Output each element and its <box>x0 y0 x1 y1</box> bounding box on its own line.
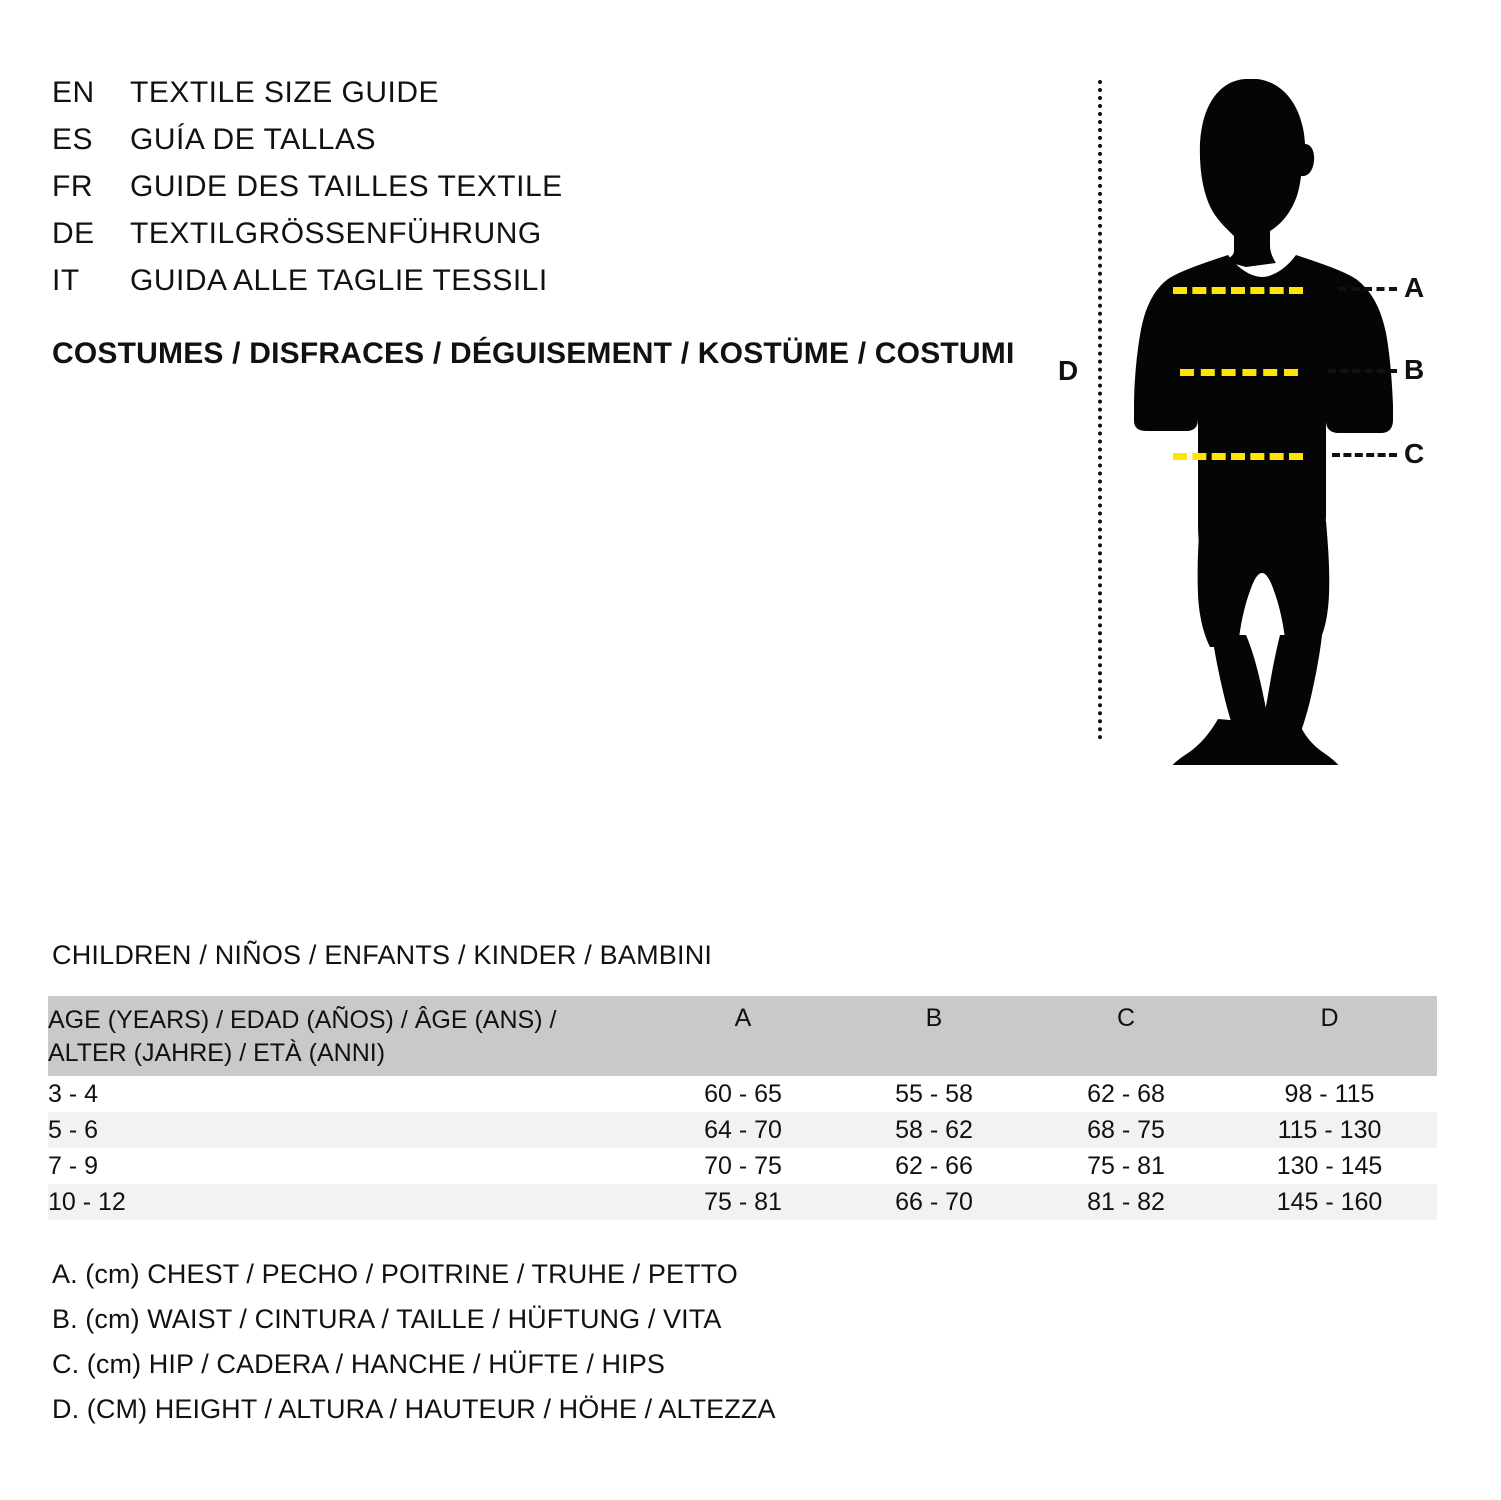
waist-measure-line <box>1180 369 1298 376</box>
table-row: 10 - 12 75 - 81 66 - 70 81 - 82 145 - 16… <box>48 1184 1437 1220</box>
size-table: AGE (YEARS) / EDAD (AÑOS) / ÂGE (ANS) / … <box>48 996 1437 1220</box>
measure-label-c: C <box>1404 438 1425 469</box>
language-title-block: EN TEXTILE SIZE GUIDE ES GUÍA DE TALLAS … <box>52 76 752 311</box>
category-line: COSTUMES / DISFRACES / DÉGUISEMENT / KOS… <box>52 337 1015 370</box>
language-row-en: EN TEXTILE SIZE GUIDE <box>52 76 752 123</box>
language-row-it: IT GUIDA ALLE TAGLIE TESSILI <box>52 264 752 311</box>
language-code-en: EN <box>52 76 95 109</box>
column-header-c: C <box>1116 1004 1136 1032</box>
table-row: 7 - 9 70 - 75 62 - 66 75 - 81 130 - 145 <box>48 1148 1437 1184</box>
language-code-it: IT <box>52 264 80 297</box>
legend-item-d: D. (CM) HEIGHT / ALTURA / HAUTEUR / HÖHE… <box>52 1394 776 1424</box>
table-header-row: AGE (YEARS) / EDAD (AÑOS) / ÂGE (ANS) / … <box>48 996 1437 1076</box>
language-text-it: GUIDA ALLE TAGLIE TESSILI <box>130 264 548 297</box>
size-figure: D A B C <box>1040 55 1480 765</box>
cell-height: 98 - 115 <box>1284 1079 1375 1108</box>
height-label-d: D <box>1058 355 1079 386</box>
language-code-fr: FR <box>52 170 93 203</box>
hip-measure-line <box>1173 453 1303 460</box>
language-text-de: TEXTILGRÖSSENFÜHRUNG <box>130 217 542 250</box>
table-section-heading: CHILDREN / NIÑOS / ENFANTS / KINDER / BA… <box>52 940 713 970</box>
hip-leader-line <box>1332 453 1397 457</box>
language-text-es: GUÍA DE TALLAS <box>130 123 376 156</box>
cell-hip: 81 - 82 <box>1087 1187 1165 1216</box>
legend-item-b: B. (cm) WAIST / CINTURA / TAILLE / HÜFTU… <box>52 1304 722 1334</box>
language-text-en: TEXTILE SIZE GUIDE <box>130 76 440 109</box>
cell-height: 145 - 160 <box>1276 1187 1383 1216</box>
cell-chest: 60 - 65 <box>704 1079 782 1108</box>
cell-age: 10 - 12 <box>48 1187 126 1216</box>
cell-age: 7 - 9 <box>48 1151 99 1180</box>
height-reference-line <box>1098 80 1102 740</box>
language-text-fr: GUIDE DES TAILLES TEXTILE <box>130 170 563 203</box>
cell-height: 115 - 130 <box>1277 1115 1382 1144</box>
cell-hip: 62 - 68 <box>1087 1079 1165 1108</box>
measure-label-a: A <box>1404 272 1425 303</box>
cell-hip: 68 - 75 <box>1087 1115 1165 1144</box>
language-code-es: ES <box>52 123 94 156</box>
column-header-b: B <box>925 1004 943 1032</box>
cell-height: 130 - 145 <box>1276 1151 1383 1180</box>
cell-age: 5 - 6 <box>48 1115 99 1144</box>
cell-waist: 55 - 58 <box>895 1079 973 1108</box>
cell-waist: 62 - 66 <box>895 1151 973 1180</box>
language-row-de: DE TEXTILGRÖSSENFÜHRUNG <box>52 217 752 264</box>
column-header-d: D <box>1320 1004 1339 1032</box>
table-row: 3 - 4 60 - 65 55 - 58 62 - 68 98 - 115 <box>48 1076 1437 1112</box>
measurement-legend: A. (cm) CHEST / PECHO / POITRINE / TRUHE… <box>52 1252 776 1432</box>
chest-measure-line <box>1173 287 1303 294</box>
column-header-a: A <box>734 1004 752 1032</box>
child-silhouette-icon <box>1134 79 1393 765</box>
cell-waist: 66 - 70 <box>895 1187 973 1216</box>
cell-age: 3 - 4 <box>48 1079 99 1108</box>
table-row: 5 - 6 64 - 70 58 - 62 68 - 75 115 - 130 <box>48 1112 1437 1148</box>
legend-item-c: C. (cm) HIP / CADERA / HANCHE / HÜFTE / … <box>52 1349 665 1379</box>
language-row-fr: FR GUIDE DES TAILLES TEXTILE <box>52 170 752 217</box>
measure-label-b: B <box>1404 354 1425 385</box>
cell-chest: 70 - 75 <box>704 1151 782 1180</box>
cell-waist: 58 - 62 <box>895 1115 973 1144</box>
cell-chest: 64 - 70 <box>704 1115 782 1144</box>
column-header-age-line2: ALTER (JAHRE) / ETÀ (ANNI) <box>48 1039 386 1067</box>
table-header: AGE (YEARS) / EDAD (AÑOS) / ÂGE (ANS) / … <box>48 996 1437 1076</box>
table-body: 3 - 4 60 - 65 55 - 58 62 - 68 98 - 115 5… <box>48 1076 1437 1220</box>
language-row-es: ES GUÍA DE TALLAS <box>52 123 752 170</box>
cell-chest: 75 - 81 <box>704 1187 782 1216</box>
waist-leader-line <box>1328 369 1397 373</box>
legend-item-a: A. (cm) CHEST / PECHO / POITRINE / TRUHE… <box>52 1259 738 1289</box>
cell-hip: 75 - 81 <box>1087 1151 1165 1180</box>
column-header-age-line1: AGE (YEARS) / EDAD (AÑOS) / ÂGE (ANS) / <box>48 1006 557 1034</box>
column-header-age: AGE (YEARS) / EDAD (AÑOS) / ÂGE (ANS) / … <box>48 996 648 1076</box>
language-code-de: DE <box>52 217 95 250</box>
chest-leader-line <box>1339 287 1397 291</box>
